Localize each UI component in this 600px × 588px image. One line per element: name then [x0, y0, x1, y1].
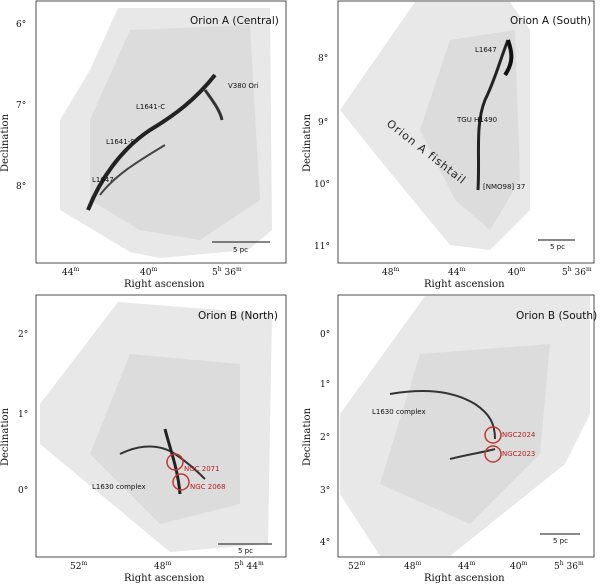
- cloud-inner: [90, 354, 240, 524]
- filament-main: [86, 73, 217, 211]
- x-axis-label: Right ascension: [424, 573, 505, 584]
- label-l1630-complex: L1630 complex: [92, 483, 146, 491]
- y-axis-label: Declination: [0, 407, 11, 466]
- x-axis-label: Right ascension: [424, 279, 505, 290]
- xtick: 44m: [448, 266, 466, 278]
- ytick: 0°: [18, 486, 29, 496]
- circle-ngc2024: [484, 426, 502, 444]
- x-axis-label: Right ascension: [124, 279, 205, 290]
- xtick: 44m: [62, 266, 80, 278]
- plot-frame: [337, 0, 595, 264]
- filament-b: [449, 448, 496, 460]
- ytick: 7°: [16, 101, 27, 111]
- map-orion-a-south: [337, 0, 595, 264]
- label-l1647: L1647: [92, 176, 114, 184]
- xtick: 48m: [382, 266, 400, 278]
- filament-b: [163, 428, 182, 495]
- xtick: 40m: [508, 266, 526, 278]
- x-axis-label: Right ascension: [124, 573, 205, 584]
- map-orion-a-central: [35, 0, 287, 264]
- xtick: 5h 36m: [554, 560, 584, 572]
- filament-a: [389, 390, 496, 440]
- ytick: 1°: [18, 410, 29, 420]
- plot-frame: [35, 294, 287, 558]
- ytick: 4°: [320, 538, 331, 548]
- circle-ngc2068: [172, 473, 190, 491]
- filament-v380: [203, 89, 224, 121]
- scale-label: 5 pc: [550, 243, 565, 251]
- map-orion-b-south: [337, 294, 595, 558]
- filament-l1647: [503, 39, 514, 77]
- xtick: 40m: [510, 560, 528, 572]
- xtick: 40m: [140, 266, 158, 278]
- label-ngc2068: NGC 2068: [190, 483, 226, 491]
- label-nmo98-37: [NMO98] 37: [483, 183, 526, 191]
- ytick: 8°: [318, 54, 329, 64]
- label-l1630-complex: L1630 complex: [372, 408, 426, 416]
- label-v380-ori: V380 Ori: [228, 82, 259, 90]
- ytick: 1°: [320, 380, 331, 390]
- scale-label: 5 pc: [238, 547, 253, 555]
- xtick: 52m: [70, 560, 88, 572]
- y-axis-label: Declination: [302, 407, 313, 466]
- xtick: 48m: [154, 560, 172, 572]
- label-tgu-h1490: TGU H1490: [457, 116, 498, 124]
- ytick: 2°: [320, 433, 331, 443]
- panel-title: Orion B (South): [516, 310, 598, 322]
- panel-orion-b-south: Orion B (South) L1630 complex NGC2024 NG…: [300, 294, 600, 588]
- ytick: 6°: [16, 20, 27, 30]
- panel-orion-b-north: Orion B (North) L1630 complex NGC 2071 N…: [0, 294, 300, 588]
- xtick: 44m: [458, 560, 476, 572]
- filament-main: [476, 39, 510, 191]
- panel-title: Orion B (North): [198, 310, 279, 322]
- xtick: 52m: [348, 560, 366, 572]
- ytick: 2°: [18, 330, 29, 340]
- scale-label: 5 pc: [233, 246, 248, 254]
- xtick: 5h 44m: [234, 560, 264, 572]
- plot-frame: [337, 294, 595, 558]
- y-axis-label: Declination: [0, 113, 11, 172]
- cloud-inner: [380, 344, 550, 524]
- y-axis-label: Declination: [302, 113, 313, 172]
- xtick: 5h 36m: [562, 266, 592, 278]
- panel-title: Orion A (South): [510, 15, 592, 27]
- ytick: 10°: [314, 180, 330, 190]
- label-l1647: L1647: [475, 46, 497, 54]
- panel-title: Orion A (Central): [190, 15, 279, 27]
- ytick: 0°: [320, 330, 331, 340]
- panel-orion-a-south: Orion A (South) L1647 TGU H1490 [NMO98] …: [300, 0, 600, 294]
- circle-ngc2023: [484, 445, 502, 463]
- label-l1641s: L1641-S: [106, 138, 135, 146]
- ytick: 3°: [320, 486, 331, 496]
- map-orion-b-north: [35, 294, 287, 558]
- label-ngc2024: NGC2024: [502, 431, 536, 439]
- ytick: 9°: [318, 118, 329, 128]
- label-ngc2023: NGC2023: [502, 450, 536, 458]
- xtick: 5h 36m: [212, 266, 242, 278]
- ytick: 11°: [314, 242, 330, 252]
- xtick: 48m: [404, 560, 422, 572]
- plot-frame: [35, 0, 287, 264]
- filament-secondary: [99, 144, 166, 196]
- label-l1641c: L1641-C: [136, 103, 166, 111]
- scale-label: 5 pc: [553, 537, 568, 545]
- ytick: 8°: [16, 182, 27, 192]
- panel-orion-a-central: Orion A (Central) V380 Ori L1641-C L1641…: [0, 0, 300, 294]
- cloud-inner: [90, 25, 260, 240]
- label-ngc2071: NGC 2071: [184, 465, 220, 473]
- circle-ngc2071: [166, 453, 184, 471]
